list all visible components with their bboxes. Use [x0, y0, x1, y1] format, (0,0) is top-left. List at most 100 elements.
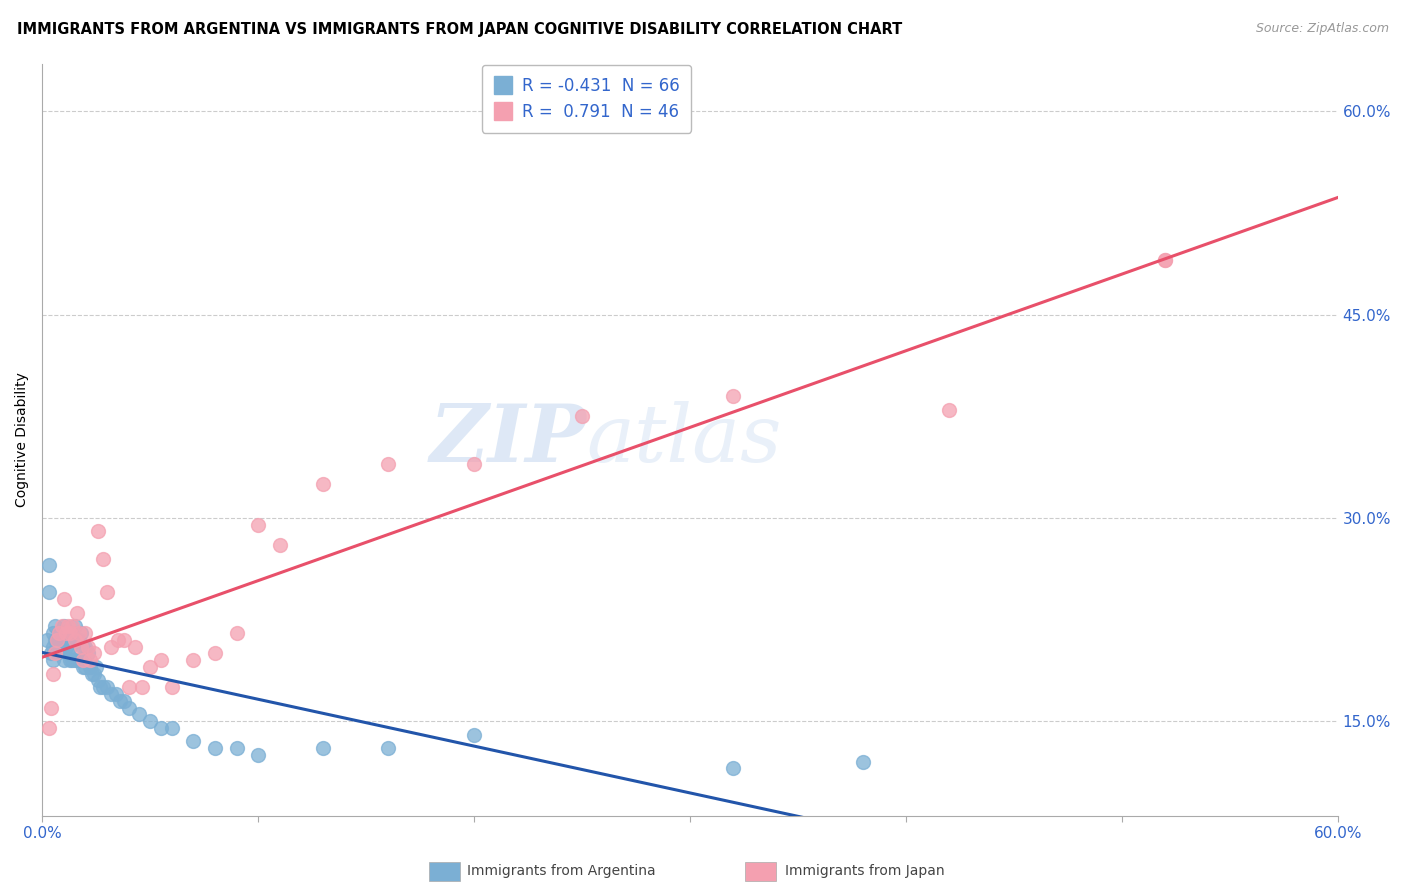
Point	[48, 626, 70, 640]
Point	[42, 653, 65, 667]
Point	[76, 646, 98, 660]
Legend: R = -0.431  N = 66, R =  0.791  N = 46: R = -0.431 N = 66, R = 0.791 N = 46	[482, 65, 690, 133]
Point	[108, 694, 131, 708]
Point	[128, 707, 150, 722]
Point	[79, 660, 101, 674]
Point	[269, 538, 291, 552]
Point	[721, 762, 744, 776]
Point	[312, 477, 335, 491]
Point	[38, 558, 60, 573]
Point	[149, 721, 172, 735]
Point	[52, 653, 75, 667]
Text: Immigrants from Argentina: Immigrants from Argentina	[467, 864, 655, 879]
Point	[42, 666, 65, 681]
Point	[63, 632, 86, 647]
Point	[225, 626, 247, 640]
Point	[463, 457, 485, 471]
Point	[83, 646, 105, 660]
Point	[56, 626, 79, 640]
Point	[67, 626, 90, 640]
Point	[87, 673, 110, 688]
Point	[66, 632, 89, 647]
Point	[59, 653, 82, 667]
Point	[571, 409, 593, 424]
Point	[124, 640, 146, 654]
Point	[139, 660, 162, 674]
Point	[66, 653, 89, 667]
Point	[75, 626, 97, 640]
Point	[62, 619, 84, 633]
Text: atlas: atlas	[586, 401, 782, 479]
Point	[52, 592, 75, 607]
Point	[70, 626, 93, 640]
Point	[59, 640, 82, 654]
Point	[46, 646, 69, 660]
Point	[80, 666, 103, 681]
Point	[72, 653, 94, 667]
Point	[66, 606, 89, 620]
Point	[852, 755, 875, 769]
Point	[100, 687, 122, 701]
Point	[48, 626, 70, 640]
Point	[377, 457, 399, 471]
Point	[42, 626, 65, 640]
Text: IMMIGRANTS FROM ARGENTINA VS IMMIGRANTS FROM JAPAN COGNITIVE DISABILITY CORRELAT: IMMIGRANTS FROM ARGENTINA VS IMMIGRANTS …	[17, 22, 903, 37]
Text: Source: ZipAtlas.com: Source: ZipAtlas.com	[1256, 22, 1389, 36]
Point	[63, 619, 86, 633]
Point	[96, 680, 118, 694]
Point	[38, 721, 60, 735]
Point	[52, 619, 75, 633]
Point	[44, 646, 66, 660]
Point	[63, 632, 86, 647]
Point	[117, 680, 139, 694]
Point	[79, 653, 101, 667]
Point	[55, 640, 77, 654]
Point	[39, 700, 62, 714]
Point	[1154, 253, 1177, 268]
Point	[70, 653, 93, 667]
Point	[44, 619, 66, 633]
Point	[75, 640, 97, 654]
Point	[67, 653, 90, 667]
Text: Immigrants from Japan: Immigrants from Japan	[785, 864, 945, 879]
Point	[1154, 253, 1177, 268]
Point	[72, 660, 94, 674]
Point	[67, 632, 90, 647]
Point	[112, 694, 135, 708]
Point	[100, 640, 122, 654]
Point	[38, 585, 60, 599]
Point	[62, 653, 84, 667]
Point	[938, 402, 960, 417]
Point	[56, 619, 79, 633]
Point	[59, 626, 82, 640]
Point	[225, 741, 247, 756]
Point	[204, 741, 226, 756]
Point	[84, 660, 107, 674]
Y-axis label: Cognitive Disability: Cognitive Disability	[15, 373, 30, 508]
Point	[107, 632, 129, 647]
Point	[52, 632, 75, 647]
Point	[44, 632, 66, 647]
Point	[62, 632, 84, 647]
Point	[46, 632, 69, 647]
Point	[131, 680, 153, 694]
Text: ZIP: ZIP	[429, 401, 586, 479]
Point	[76, 640, 98, 654]
Point	[42, 640, 65, 654]
Point	[89, 680, 111, 694]
Point	[51, 640, 73, 654]
Point	[104, 687, 127, 701]
Point	[35, 632, 58, 647]
Point	[721, 389, 744, 403]
Point	[48, 640, 70, 654]
Point	[56, 646, 79, 660]
Point	[46, 632, 69, 647]
Point	[83, 666, 105, 681]
Point	[463, 728, 485, 742]
Point	[55, 626, 77, 640]
Point	[312, 741, 335, 756]
Point	[183, 653, 205, 667]
Point	[160, 721, 183, 735]
Point	[204, 646, 226, 660]
Point	[247, 747, 270, 762]
